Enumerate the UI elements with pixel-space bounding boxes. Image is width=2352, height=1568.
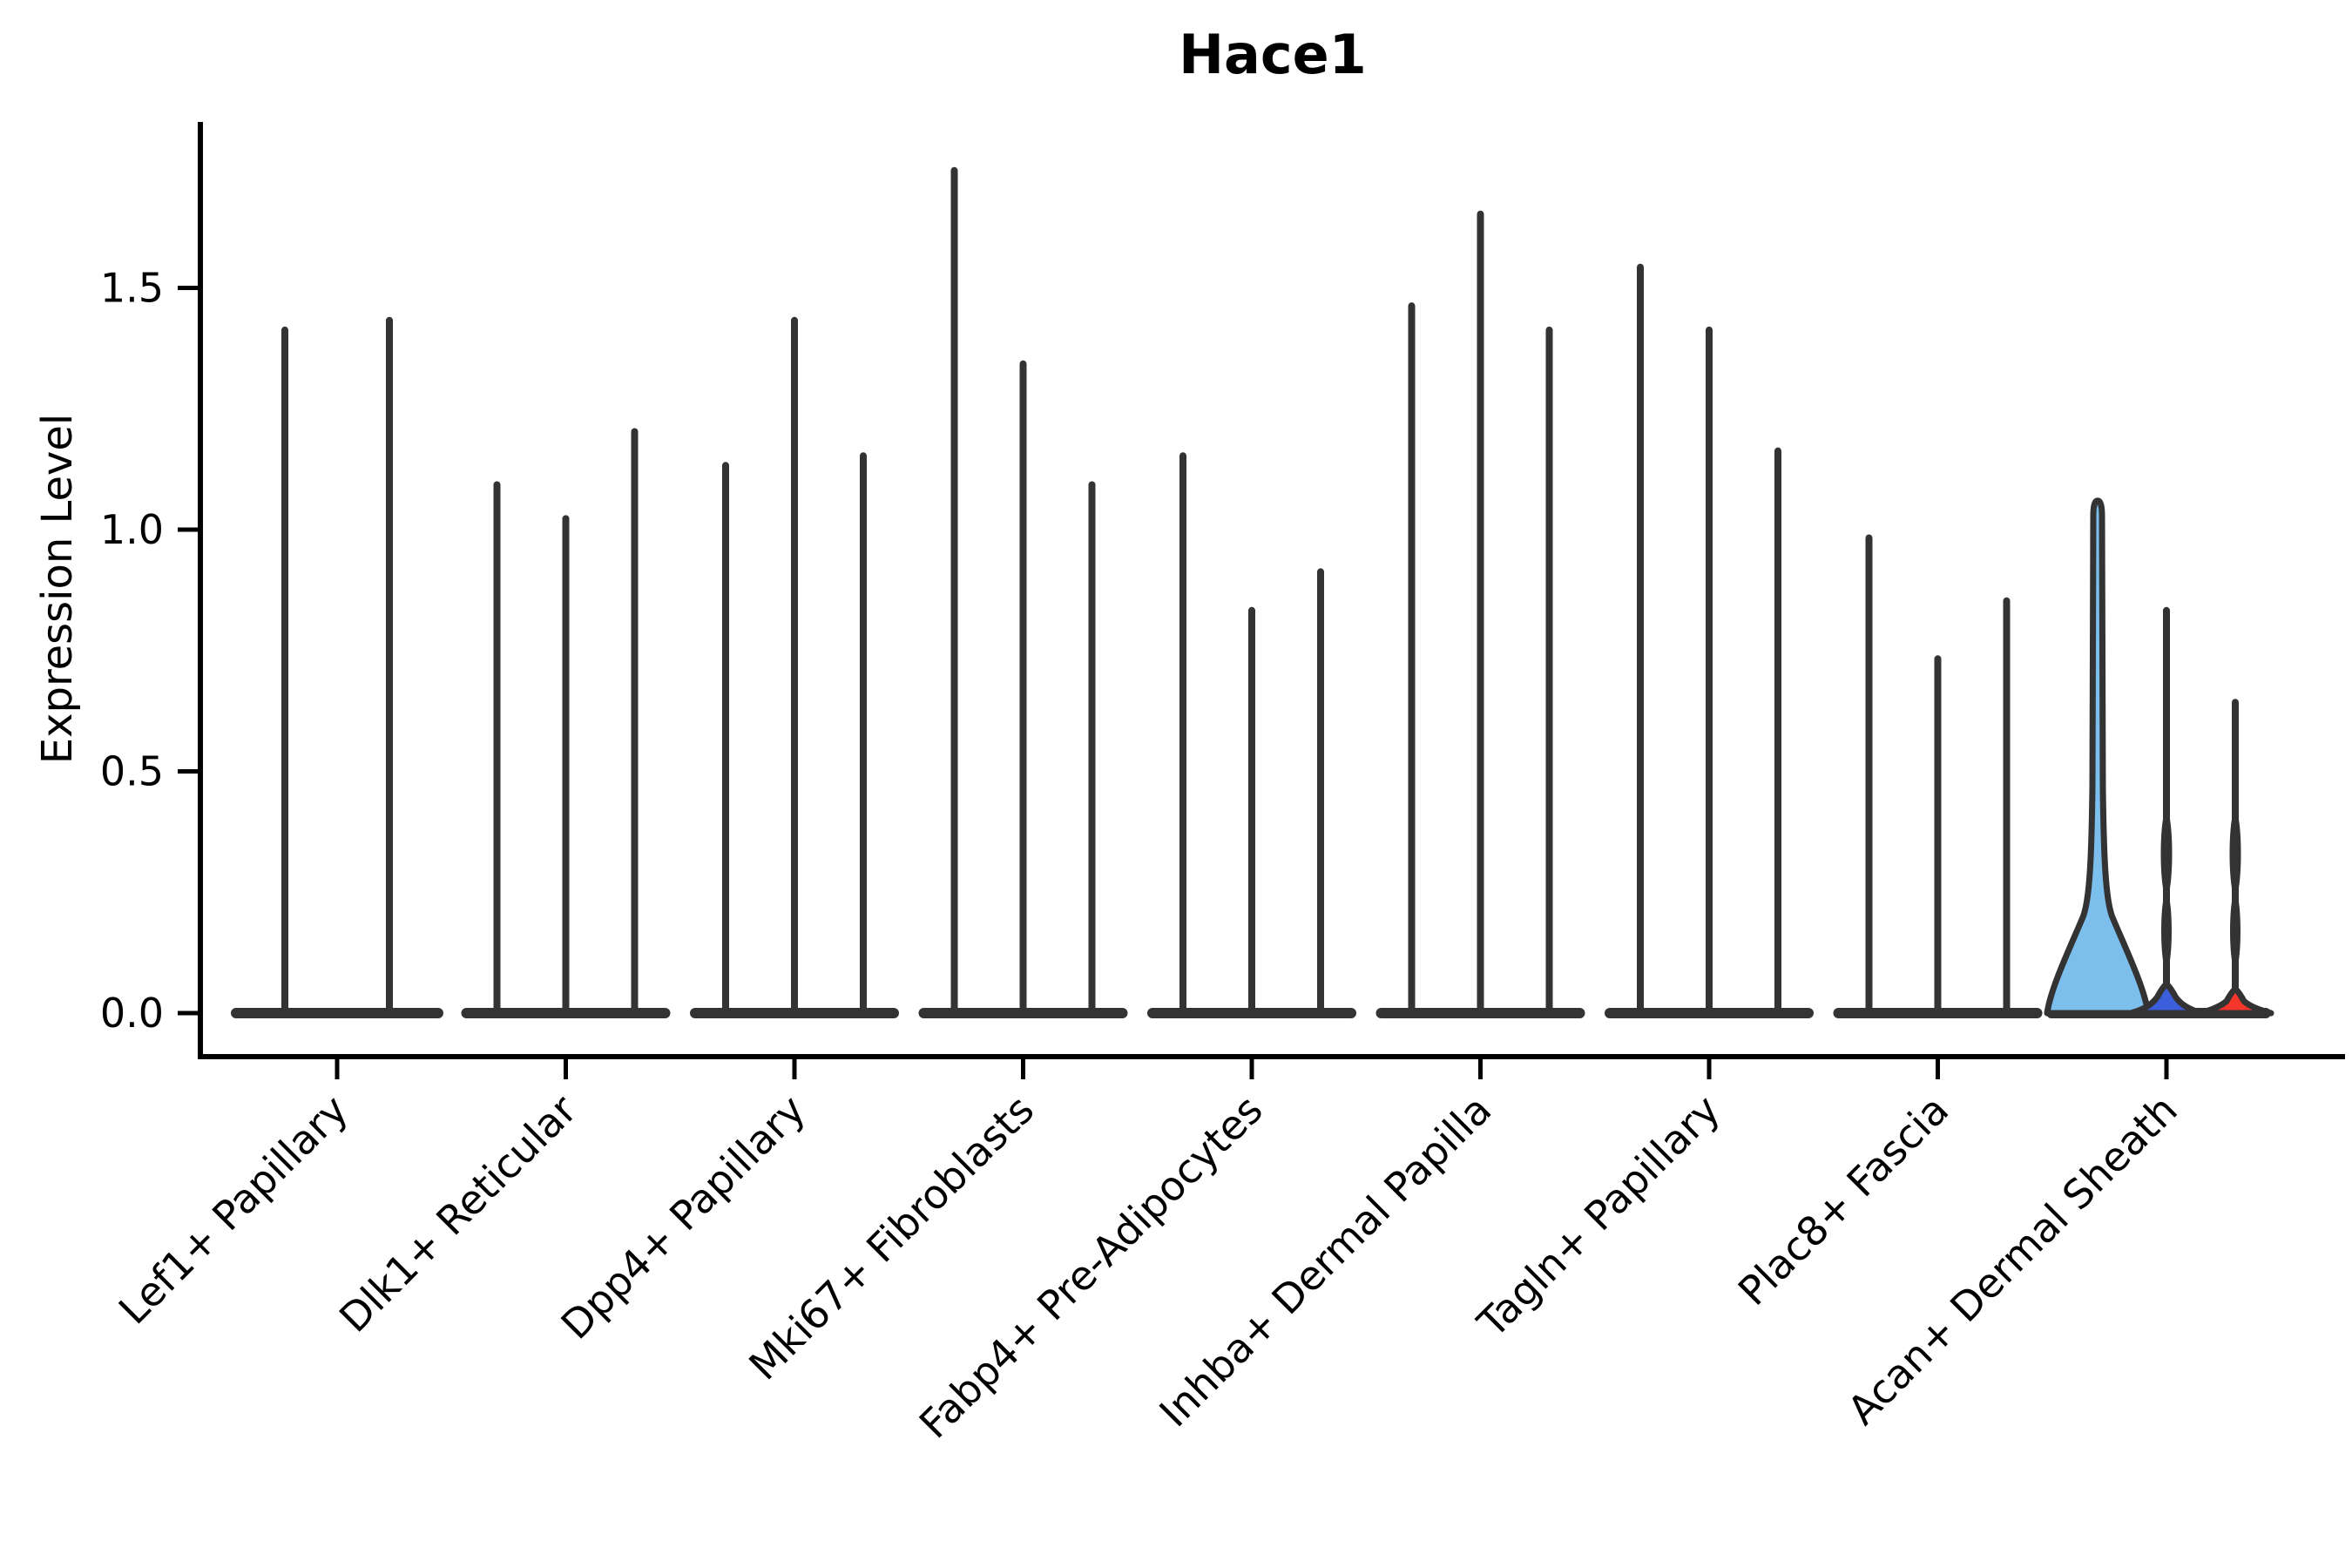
x-tick-label: Dpp4+ Papillary (552, 1086, 814, 1348)
violin-bulge (2230, 891, 2240, 970)
y-tick-label: 1.0 (100, 506, 164, 553)
y-tick-label: 0.0 (100, 990, 164, 1037)
x-tick-label: Tagln+ Papillary (1468, 1086, 1729, 1348)
y-tick-label: 0.5 (100, 748, 164, 795)
violin-base (231, 1008, 443, 1018)
violin-bump (2127, 981, 2206, 1017)
violin-bulge (2161, 891, 2172, 970)
y-tick-label: 1.5 (100, 265, 164, 312)
x-tick-label: Plac8+ Fascia (1729, 1086, 1957, 1315)
chart-title: Hace1 (1179, 23, 1367, 86)
x-tick-label: Dlk1+ Reticular (330, 1086, 585, 1342)
x-tick-label: Lef1+ Papillary (110, 1086, 357, 1334)
violin-bulge (2229, 809, 2241, 897)
violin-bulge (2160, 809, 2173, 897)
violin-flared (2044, 497, 2152, 1017)
violin-bump (2196, 985, 2274, 1017)
